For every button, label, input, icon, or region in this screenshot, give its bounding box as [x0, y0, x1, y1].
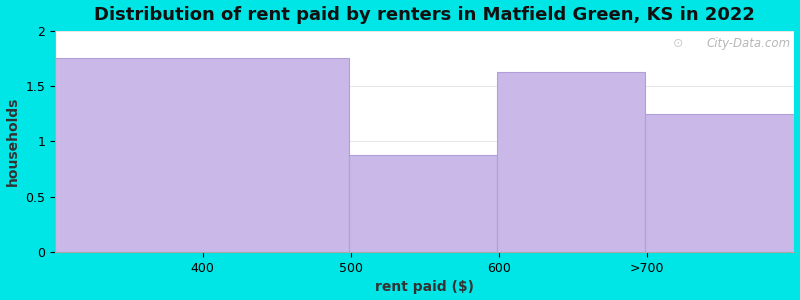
Text: ⊙: ⊙: [673, 37, 683, 50]
X-axis label: rent paid ($): rent paid ($): [375, 280, 474, 294]
Text: City-Data.com: City-Data.com: [706, 37, 790, 50]
Bar: [55, 58, 349, 252]
Bar: [497, 72, 645, 252]
Y-axis label: households: households: [6, 97, 19, 186]
Bar: [349, 155, 497, 252]
Bar: [645, 114, 794, 252]
Title: Distribution of rent paid by renters in Matfield Green, KS in 2022: Distribution of rent paid by renters in …: [94, 6, 755, 24]
